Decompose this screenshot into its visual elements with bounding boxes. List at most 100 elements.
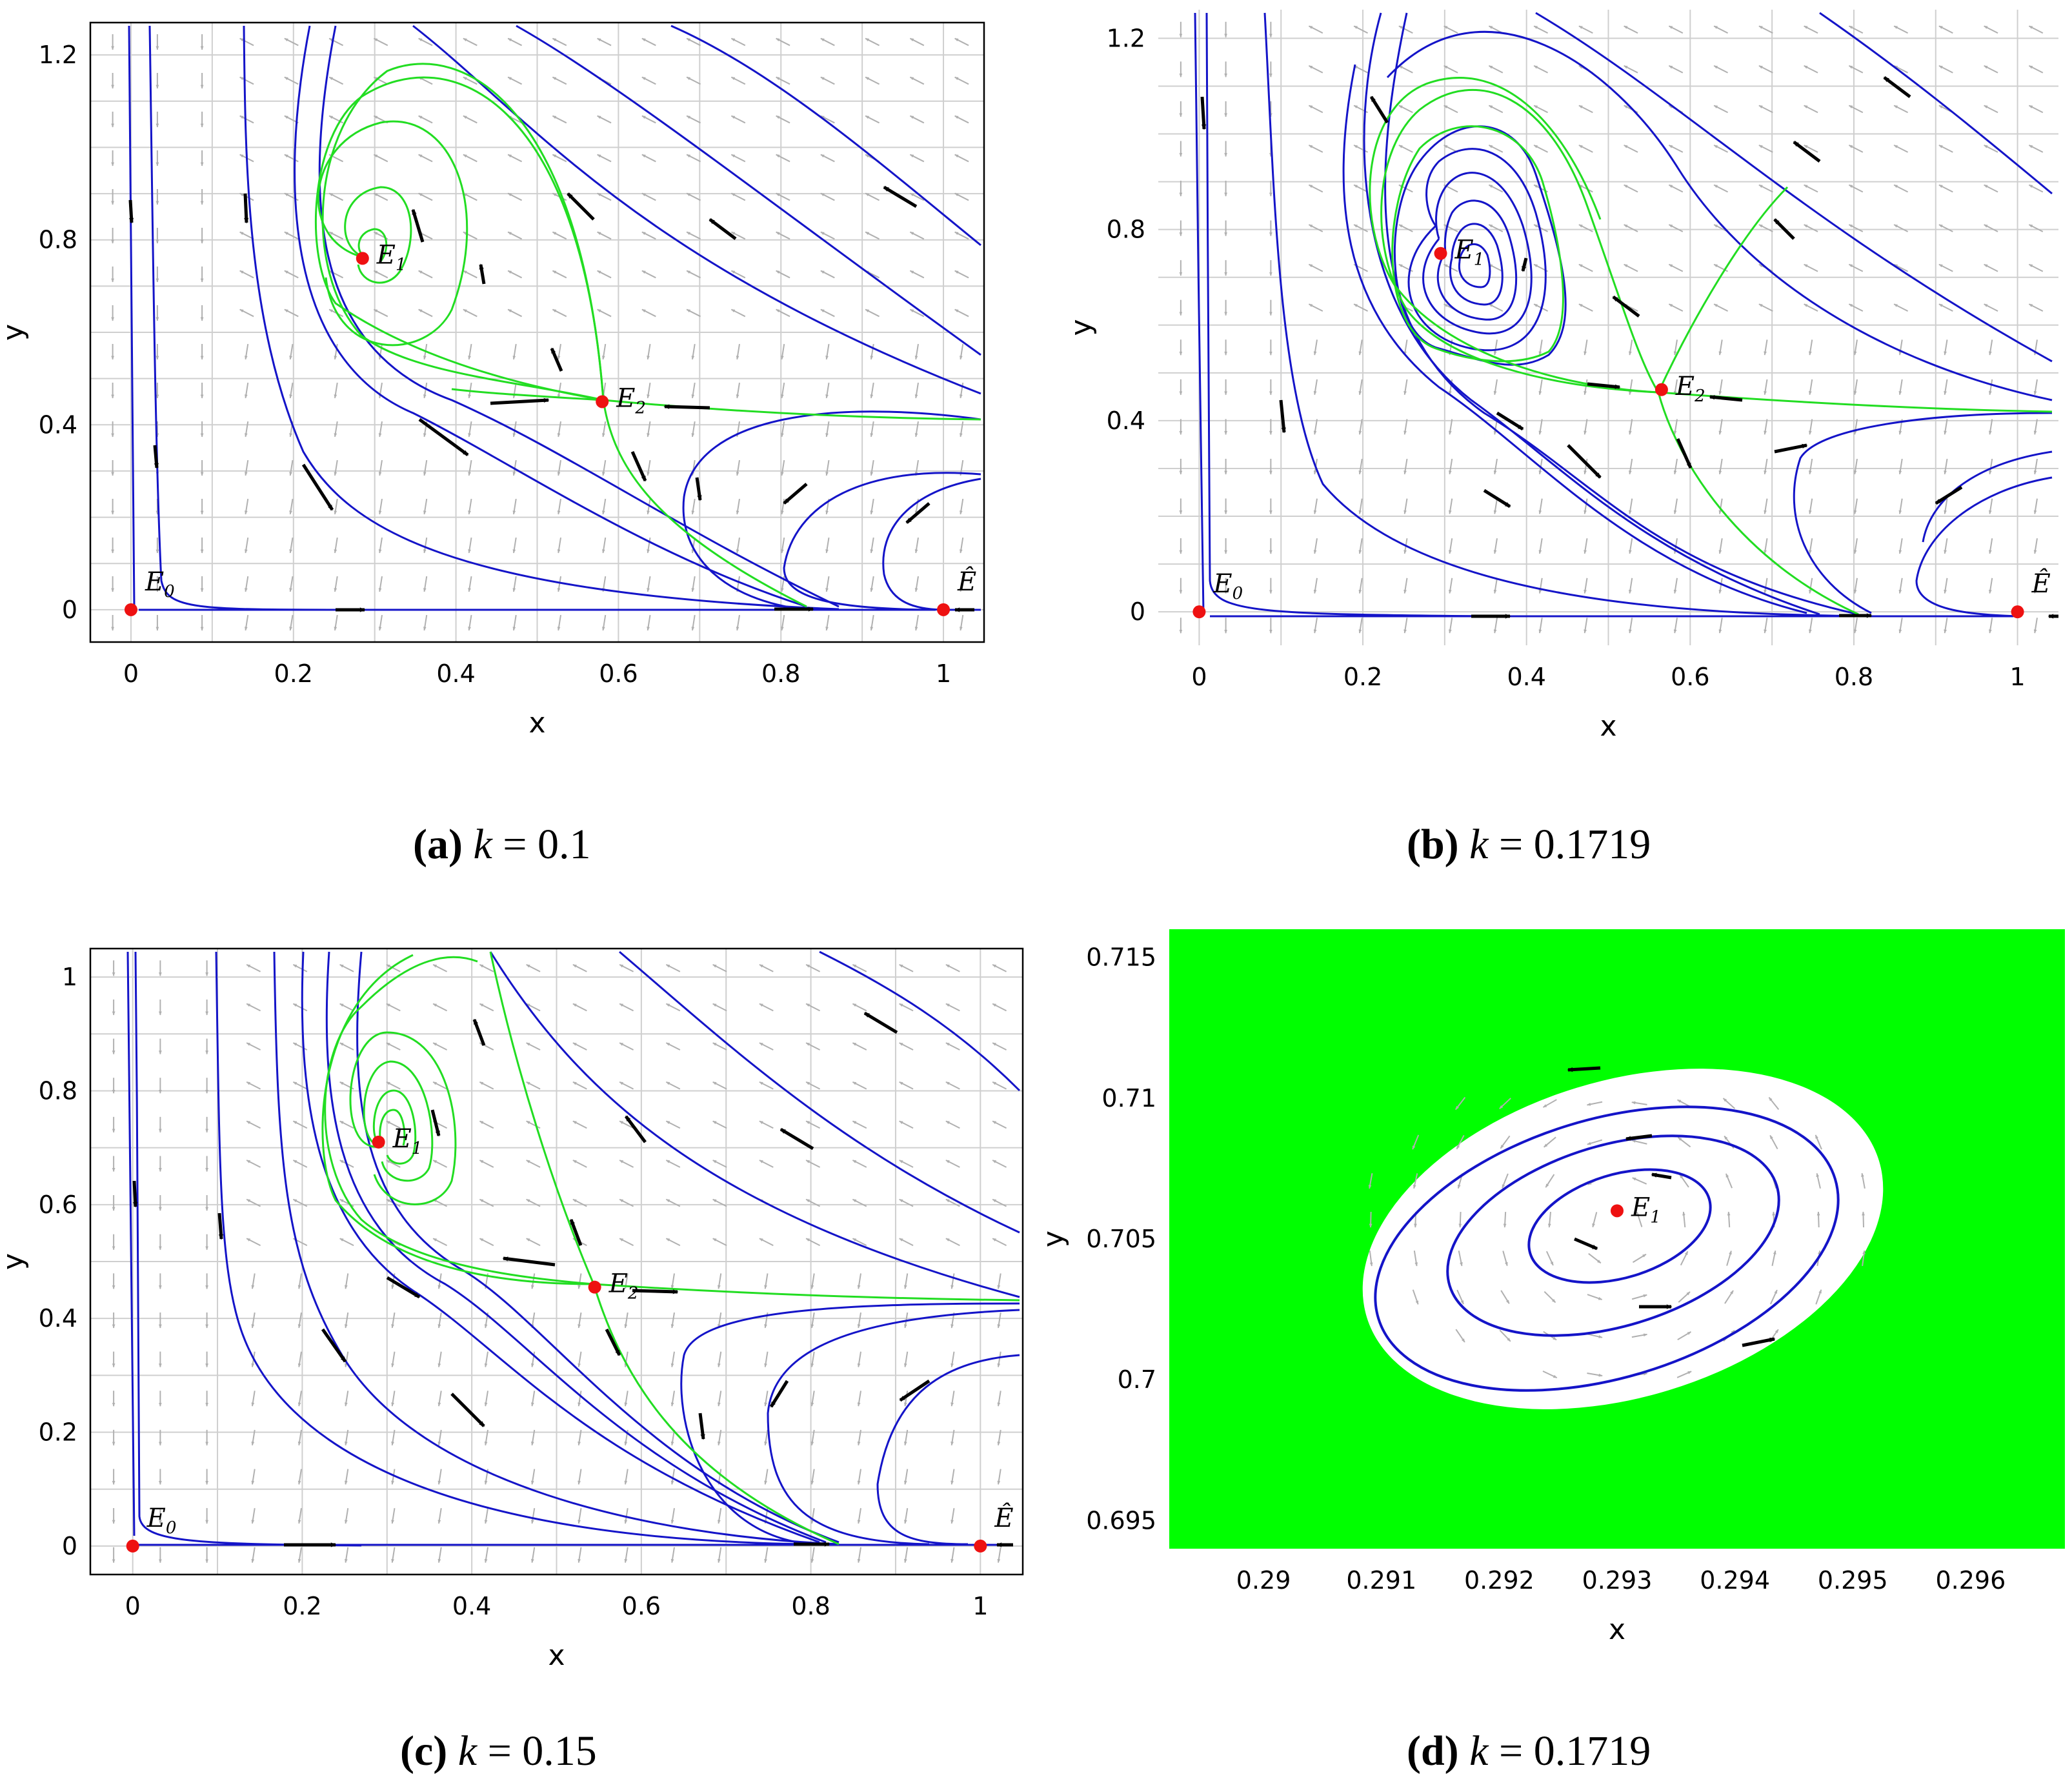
field-arrow [484, 1391, 488, 1407]
field-arrow [764, 1351, 769, 1368]
field-arrow [1455, 1329, 1465, 1343]
equilibrium-label: Ê [2031, 569, 2051, 599]
field-arrow [1804, 263, 1818, 272]
field-arrow [1628, 538, 1633, 554]
field-arrow [1545, 1251, 1554, 1266]
field-arrow [2033, 618, 2038, 634]
field-arrow [1988, 379, 1993, 396]
field-arrow [1358, 498, 1363, 514]
field-arrow [776, 115, 790, 124]
field-arrow [1353, 303, 1369, 312]
panel-c-unstable-right [593, 1283, 1020, 1302]
panel-a-arrow [905, 502, 930, 524]
panel-a-arrow [883, 185, 918, 208]
equilibrium-label-sub: 0 [166, 1518, 177, 1538]
panel-c-caption: (c) k = 0.15 [400, 1727, 597, 1775]
field-arrow [780, 537, 785, 554]
equilibrium-point [372, 1135, 385, 1149]
field-arrow [246, 1120, 261, 1129]
field-arrow [297, 1391, 302, 1407]
field-arrow [507, 76, 523, 85]
y-tick-label: 0.4 [39, 1304, 77, 1333]
field-arrow [619, 1238, 634, 1247]
field-arrow [297, 1351, 302, 1368]
field-arrow [1313, 578, 1318, 594]
field-arrow [373, 76, 388, 85]
field-arrow [244, 459, 249, 476]
field-arrow [1816, 1172, 1821, 1189]
field-arrow [1398, 224, 1413, 232]
panel-c-arrow [780, 1127, 814, 1151]
panel-d-orbits [1374, 1105, 1840, 1392]
panel-c-arrow [769, 1380, 789, 1408]
field-arrow [1313, 419, 1318, 435]
field-arrow [1718, 618, 1723, 634]
field-arrow [1680, 1251, 1689, 1266]
field-arrow [438, 1547, 442, 1564]
field-arrow [1678, 1291, 1691, 1303]
field-arrow [641, 192, 656, 201]
field-arrow [951, 1391, 955, 1407]
field-arrow [578, 1312, 582, 1329]
x-tick-label: 0 [1191, 663, 1207, 691]
field-arrow [954, 270, 969, 279]
field-arrow [1758, 184, 1773, 193]
field-arrow [997, 1273, 1001, 1289]
x-tick-label: 0.4 [1507, 663, 1545, 691]
panel-c-orbit-top-1 [489, 951, 1020, 1298]
field-arrow [820, 308, 835, 317]
field-arrow [624, 1469, 629, 1485]
field-arrow [244, 343, 249, 360]
field-arrow [572, 1081, 587, 1090]
panel-a-arrow [695, 477, 702, 501]
field-arrow [820, 115, 835, 124]
field-arrow [1456, 1289, 1464, 1305]
field-arrow [578, 1469, 582, 1485]
field-arrow [992, 963, 1007, 972]
field-arrow [820, 270, 835, 279]
panel-a-unstable-right [603, 399, 981, 421]
field-arrow [997, 1508, 1001, 1524]
panel-c-blue-orbits [126, 951, 1021, 1547]
panel-a-caption: (a) k = 0.1 [413, 821, 591, 868]
field-arrow [776, 192, 790, 201]
panel-c-arrows [132, 1011, 1013, 1547]
x-tick-label: 0.6 [622, 1592, 661, 1620]
field-arrow [1673, 379, 1678, 396]
field-arrow [670, 1469, 675, 1485]
panel-a-arrows [128, 185, 974, 612]
field-arrow [244, 421, 249, 438]
field-arrow [736, 537, 740, 554]
panel-b-arrow [1935, 485, 1963, 505]
field-arrow [1815, 1134, 1822, 1150]
panel-a-grid [90, 23, 984, 642]
field-arrow [619, 1120, 634, 1129]
panel-d: E1 0.29 0.291 0.292 0.293 0.294 0.295 0.2960.6… [1037, 929, 2065, 1775]
field-arrow [670, 1351, 675, 1368]
panel-c-arrow [450, 1393, 485, 1427]
field-arrow [899, 1003, 914, 1012]
field-arrow [507, 37, 523, 46]
panel-c-orbit-mid-3 [356, 951, 840, 1544]
field-arrow [909, 231, 925, 240]
field-arrow [686, 192, 701, 201]
field-arrow [665, 1238, 681, 1247]
field-arrow [624, 1351, 629, 1368]
field-arrow [244, 498, 249, 515]
panel-a-orbit-top-3 [670, 25, 981, 247]
field-arrow [810, 1547, 815, 1564]
field-arrow [1726, 1250, 1732, 1266]
field-arrow [780, 459, 785, 476]
field-arrow [344, 1273, 349, 1289]
panel-c-orbit-left-4 [273, 951, 840, 1545]
equilibrium-label-sub: 1 [396, 255, 407, 274]
panel-a-arrow [153, 445, 159, 469]
panel-c-frame [89, 947, 1024, 1576]
field-arrow [292, 1198, 308, 1207]
field-arrow [1938, 224, 1953, 232]
field-arrow [686, 308, 701, 317]
panel-c-orbit-right-2 [767, 1309, 1020, 1545]
panel-b-caption-param: k [1469, 821, 1489, 868]
field-arrow [959, 537, 964, 554]
field-arrow [1443, 25, 1458, 34]
